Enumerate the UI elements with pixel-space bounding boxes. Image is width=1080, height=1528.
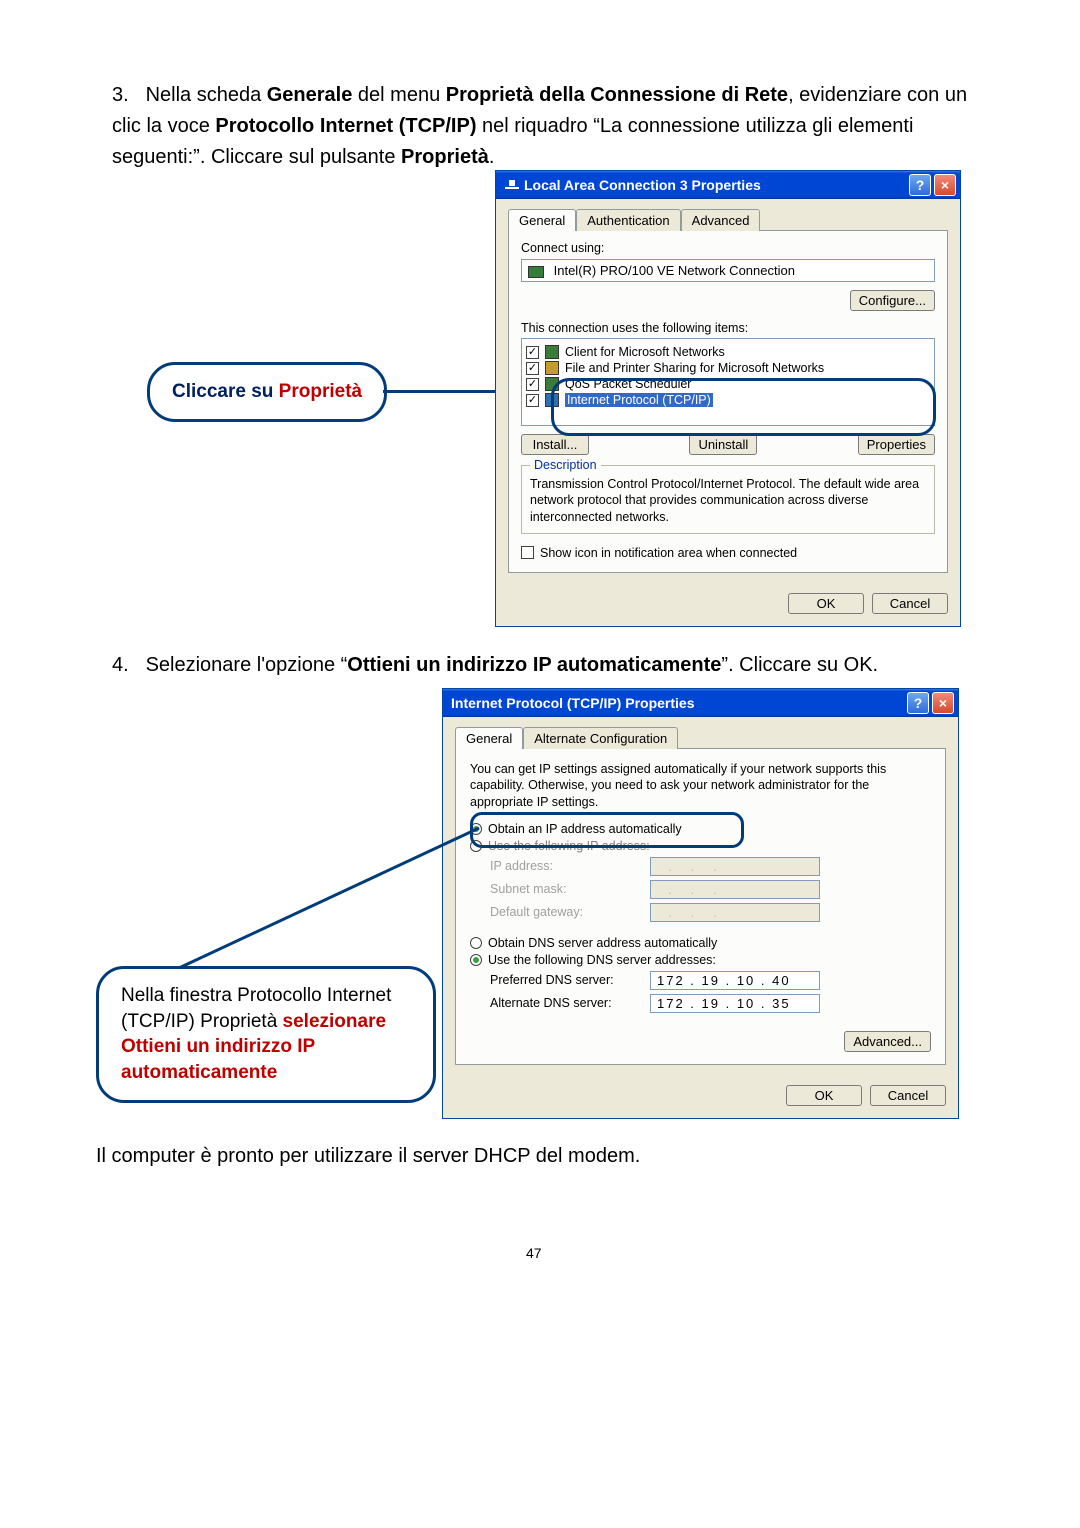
gateway-field: . . . (650, 903, 820, 922)
service-icon (545, 361, 559, 375)
dialog-title: Internet Protocol (TCP/IP) Properties (451, 695, 904, 711)
callout1-red: Proprietà (279, 381, 362, 402)
item-fileprint[interactable]: ✓File and Printer Sharing for Microsoft … (526, 361, 930, 375)
item-qos[interactable]: ✓QoS Packet Scheduler (526, 377, 930, 391)
callout-obtain-ip: Nella finestra Protocollo Internet (TCP/… (96, 966, 436, 1103)
ok-button[interactable]: OK (788, 593, 864, 614)
item-client[interactable]: ✓Client for Microsoft Networks (526, 345, 930, 359)
connect-using-label: Connect using: (521, 241, 935, 255)
callout2-red: Ottieni un indirizzo IP automaticamente (121, 1034, 411, 1085)
radio-obtain-ip[interactable]: Obtain an IP address automatically (470, 822, 931, 836)
instruction-4: 4. Selezionare l'opzione “Ottieni un ind… (112, 650, 972, 681)
adapter-field: Intel(R) PRO/100 VE Network Connection (521, 259, 935, 282)
radio-icon (470, 840, 482, 852)
gateway-label: Default gateway: (490, 905, 650, 919)
intro-text: You can get IP settings assigned automat… (470, 761, 931, 810)
tcpip-properties-dialog: Internet Protocol (TCP/IP) Properties ? … (442, 688, 959, 1119)
alt-dns-label: Alternate DNS server: (490, 996, 650, 1010)
tab-advanced[interactable]: Advanced (681, 209, 761, 231)
properties-button[interactable]: Properties (858, 434, 935, 455)
connector-line (179, 827, 479, 969)
radio-use-dns[interactable]: Use the following DNS server addresses: (470, 953, 931, 967)
tabs: General Authentication Advanced (508, 209, 948, 231)
footer-text: Il computer è pronto per utilizzare il s… (96, 1145, 640, 1168)
dialog-title: Local Area Connection 3 Properties (524, 177, 906, 193)
lan-properties-dialog: Local Area Connection 3 Properties ? × G… (495, 170, 961, 627)
tab-authentication[interactable]: Authentication (576, 209, 680, 231)
service-icon (545, 393, 559, 407)
checkbox-icon (521, 546, 534, 559)
checkbox-icon: ✓ (526, 362, 539, 375)
description-legend: Description (530, 458, 601, 472)
ip-label: IP address: (490, 859, 650, 873)
adapter-name: Intel(R) PRO/100 VE Network Connection (554, 263, 795, 278)
configure-button[interactable]: Configure... (850, 290, 935, 311)
install-button[interactable]: Install... (521, 434, 589, 455)
uses-items-label: This connection uses the following items… (521, 321, 935, 335)
checkbox-icon: ✓ (526, 394, 539, 407)
radio-icon (470, 937, 482, 949)
advanced-button[interactable]: Advanced... (844, 1031, 931, 1052)
tab-altconfig[interactable]: Alternate Configuration (523, 727, 678, 749)
list-number: 4. (112, 650, 140, 681)
subnet-field: . . . (650, 880, 820, 899)
ip-field: . . . (650, 857, 820, 876)
titlebar: Local Area Connection 3 Properties ? × (496, 171, 960, 199)
instr3-text: Nella scheda Generale del menu Proprietà… (112, 84, 967, 168)
close-button[interactable]: × (934, 174, 956, 196)
adapter-icon (528, 266, 544, 278)
radio-use-ip[interactable]: Use the following IP address: (470, 839, 931, 853)
ok-button[interactable]: OK (786, 1085, 862, 1106)
close-button[interactable]: × (932, 692, 954, 714)
callout1-pre: Cliccare su (172, 381, 279, 402)
titlebar: Internet Protocol (TCP/IP) Properties ? … (443, 689, 958, 717)
pref-dns-field[interactable]: 172 . 19 . 10 . 40 (650, 971, 820, 990)
tab-general[interactable]: General (455, 727, 523, 749)
checkbox-icon: ✓ (526, 378, 539, 391)
network-icon (504, 177, 520, 193)
radio-icon (470, 954, 482, 966)
callout2-sel: selezionare (283, 1011, 387, 1032)
checkbox-icon: ✓ (526, 346, 539, 359)
item-tcpip[interactable]: ✓Internet Protocol (TCP/IP) (526, 393, 930, 407)
tabs: General Alternate Configuration (455, 727, 946, 749)
description-text: Transmission Control Protocol/Internet P… (530, 476, 926, 525)
cancel-button[interactable]: Cancel (872, 593, 948, 614)
show-icon-check[interactable]: Show icon in notification area when conn… (521, 546, 935, 560)
uninstall-button[interactable]: Uninstall (689, 434, 757, 455)
page-number: 47 (526, 1245, 542, 1261)
help-button[interactable]: ? (907, 692, 929, 714)
cancel-button[interactable]: Cancel (870, 1085, 946, 1106)
callout-proprieta: Cliccare su Proprietà (147, 362, 387, 422)
tab-general[interactable]: General (508, 209, 576, 231)
radio-obtain-dns[interactable]: Obtain DNS server address automatically (470, 936, 931, 950)
items-listbox[interactable]: ✓Client for Microsoft Networks ✓File and… (521, 338, 935, 426)
instruction-3: 3. Nella scheda Generale del menu Propri… (112, 80, 972, 173)
subnet-label: Subnet mask: (490, 882, 650, 896)
service-icon (545, 345, 559, 359)
alt-dns-field[interactable]: 172 . 19 . 10 . 35 (650, 994, 820, 1013)
pref-dns-label: Preferred DNS server: (490, 973, 650, 987)
service-icon (545, 377, 559, 391)
list-number: 3. (112, 80, 140, 111)
instr4-text: Selezionare l'opzione “Ottieni un indiri… (146, 654, 879, 676)
description-group: Description Transmission Control Protoco… (521, 465, 935, 534)
help-button[interactable]: ? (909, 174, 931, 196)
